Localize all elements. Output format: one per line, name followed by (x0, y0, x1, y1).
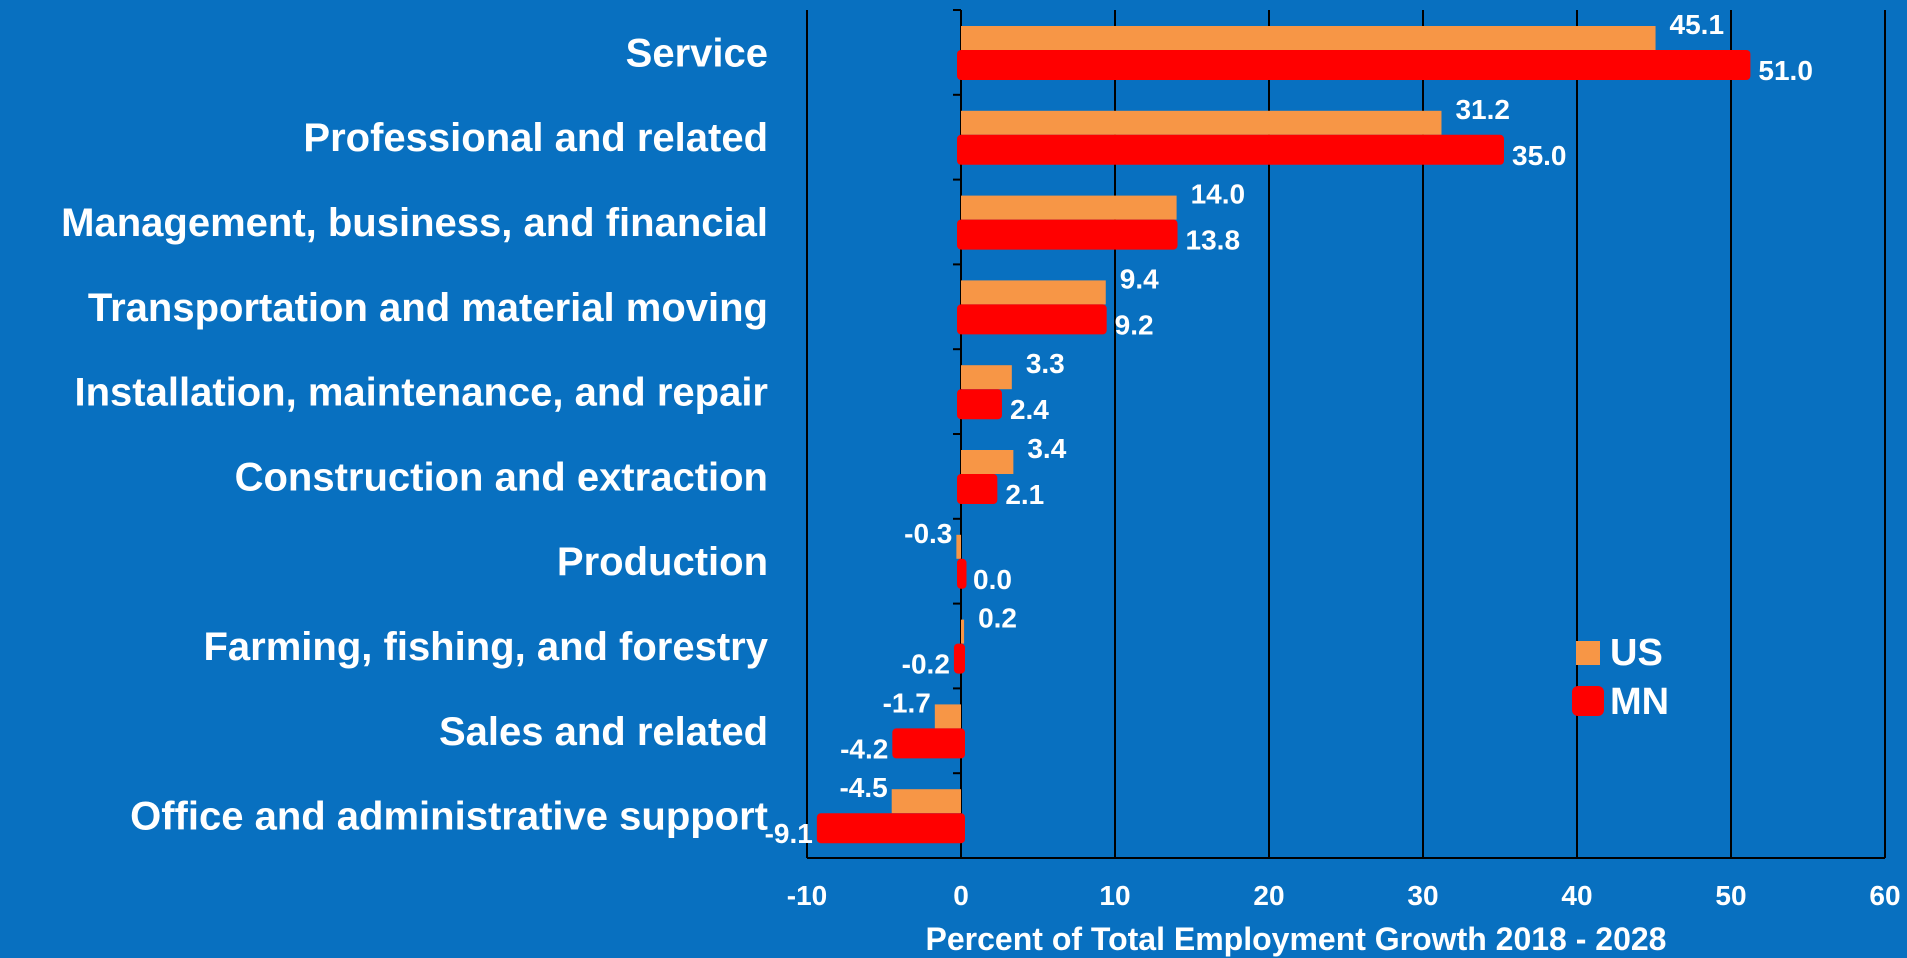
value-label-mn: 2.4 (1010, 394, 1049, 425)
x-tick-label: 40 (1561, 880, 1592, 911)
bar-us (961, 26, 1656, 50)
category-axis: Service Professional and related Managemen… (61, 31, 769, 838)
value-label-us: -0.3 (904, 518, 952, 549)
category-label: Transportation and material moving (88, 286, 768, 330)
bar-mn (953, 643, 965, 674)
label-layer: 45.1 51.0 31.235.0 14.0 13.8 9.4 9.2 3.3 2.4 3.4 2… (765, 9, 1813, 849)
bar-us (934, 704, 961, 729)
legend: US MN (1572, 632, 1669, 723)
value-label-us: 9.4 (1120, 263, 1159, 294)
bar-mn (957, 219, 1178, 250)
value-label-mn: 2.1 (1005, 479, 1044, 510)
value-label-mn: 0.0 (973, 564, 1012, 595)
bar-mn (957, 558, 967, 589)
bar-us (956, 534, 961, 559)
category-label: Installation, maintenance, and repair (74, 371, 768, 415)
bar-mn (957, 304, 1107, 335)
category-label: Office and administrative support (130, 795, 768, 839)
category-label: Construction and extraction (235, 455, 768, 499)
bar-us (891, 789, 961, 814)
category-label: Sales and related (439, 710, 768, 754)
category-label: Service (626, 31, 768, 75)
x-tick-label: -10 (787, 880, 827, 911)
bar-us (961, 195, 1177, 220)
value-label-us: -4.5 (839, 772, 887, 803)
value-label-us: 3.3 (1026, 348, 1065, 379)
value-label-mn: 9.2 (1115, 309, 1154, 340)
category-label: Management, business, and financial (61, 201, 768, 245)
x-axis-title: Percent of Total Employment Growth 2018 … (926, 921, 1667, 957)
legend-label-mn: MN (1610, 681, 1669, 723)
bar-mn (957, 134, 1504, 165)
x-tick-label: 20 (1253, 880, 1284, 911)
value-label-us: 31.2 (1455, 94, 1510, 125)
bar-us (961, 619, 965, 644)
bar-mn (816, 813, 965, 844)
value-label-mn: -0.2 (902, 649, 950, 680)
bar-us (961, 450, 1014, 474)
bar-mn (957, 50, 1751, 80)
bar-mn (957, 389, 1002, 420)
bar-layer (816, 26, 1751, 844)
bar-us (961, 280, 1106, 305)
value-label-mn: -4.2 (840, 733, 888, 764)
category-label: Farming, fishing, and forestry (203, 625, 768, 669)
value-label-mn: -9.1 (765, 818, 813, 849)
value-label-us: -1.7 (883, 687, 931, 718)
bar-mn (892, 728, 965, 759)
category-label: Professional and related (303, 116, 768, 160)
x-axis-ticks: -10 0 10 20 30 40 50 60 (787, 880, 1901, 911)
value-label-mn: 51.0 (1758, 55, 1813, 86)
value-label-us: 45.1 (1670, 9, 1725, 40)
value-label-us: 14.0 (1191, 179, 1246, 210)
bar-mn (957, 474, 998, 504)
x-tick-label: 50 (1715, 880, 1746, 911)
value-label-mn: 13.8 (1186, 225, 1241, 256)
x-tick-label: 0 (953, 880, 969, 911)
value-label-us: 0.2 (978, 603, 1017, 634)
category-label: Production (557, 540, 768, 584)
x-tick-label: 10 (1099, 880, 1130, 911)
x-tick-label: 30 (1407, 880, 1438, 911)
x-tick-label: 60 (1869, 880, 1900, 911)
bar-us (961, 110, 1442, 135)
legend-label-us: US (1610, 632, 1663, 674)
value-label-mn: 35.0 (1512, 140, 1567, 171)
legend-swatch-us (1576, 641, 1600, 665)
value-label-us: 3.4 (1027, 433, 1066, 464)
legend-swatch-mn (1572, 686, 1604, 716)
bar-us (961, 365, 1012, 390)
